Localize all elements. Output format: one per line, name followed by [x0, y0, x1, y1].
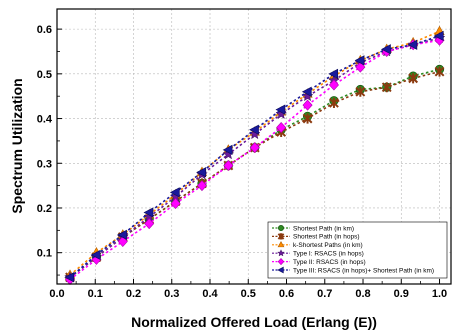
legend-item: Type III: RSACS (in hops)+ Shortest Path… [272, 267, 434, 274]
y-tick-label: 0.3 [37, 158, 52, 170]
x-tick-label: 0.1 [88, 288, 103, 300]
x-tick-label: 1.0 [432, 288, 447, 300]
x-tick-label: 0.5 [241, 288, 256, 300]
x-tick-label: 0.6 [279, 288, 294, 300]
x-tick-label: 0.0 [49, 288, 64, 300]
y-tick-label: 0.5 [37, 69, 52, 81]
x-axis-title: Normalized Offered Load (Erlang (E)) [131, 314, 377, 330]
legend-label: Type II: RSACS (in hops) [293, 259, 366, 266]
y-tick-label: 0.4 [37, 114, 53, 126]
y-tick-label: 0.1 [37, 248, 52, 260]
legend-label: Shortest Path (in km) [293, 225, 354, 232]
y-axis-title: Spectrum Utilization [9, 78, 25, 213]
x-tick-label: 0.4 [202, 288, 218, 300]
legend-marker [278, 225, 283, 230]
x-tick-label: 0.2 [126, 288, 141, 300]
legend: Shortest Path (in km) Shortest Path (in h… [268, 222, 447, 278]
y-tick-label: 0.2 [37, 203, 52, 215]
legend-label: Type I: RSACS (in hops) [293, 251, 364, 258]
x-tick-label: 0.8 [355, 288, 370, 300]
y-tick-label: 0.6 [37, 24, 52, 36]
x-tick-label: 0.7 [317, 288, 332, 300]
legend-label: Shortest Path (in hops) [293, 234, 359, 241]
legend-label: k-Shortest Paths (in km) [293, 242, 363, 249]
x-tick-label: 0.3 [164, 288, 179, 300]
legend-label: Type III: RSACS (in hops)+ Shortest Path… [293, 267, 434, 274]
x-tick-label: 0.9 [394, 288, 409, 300]
